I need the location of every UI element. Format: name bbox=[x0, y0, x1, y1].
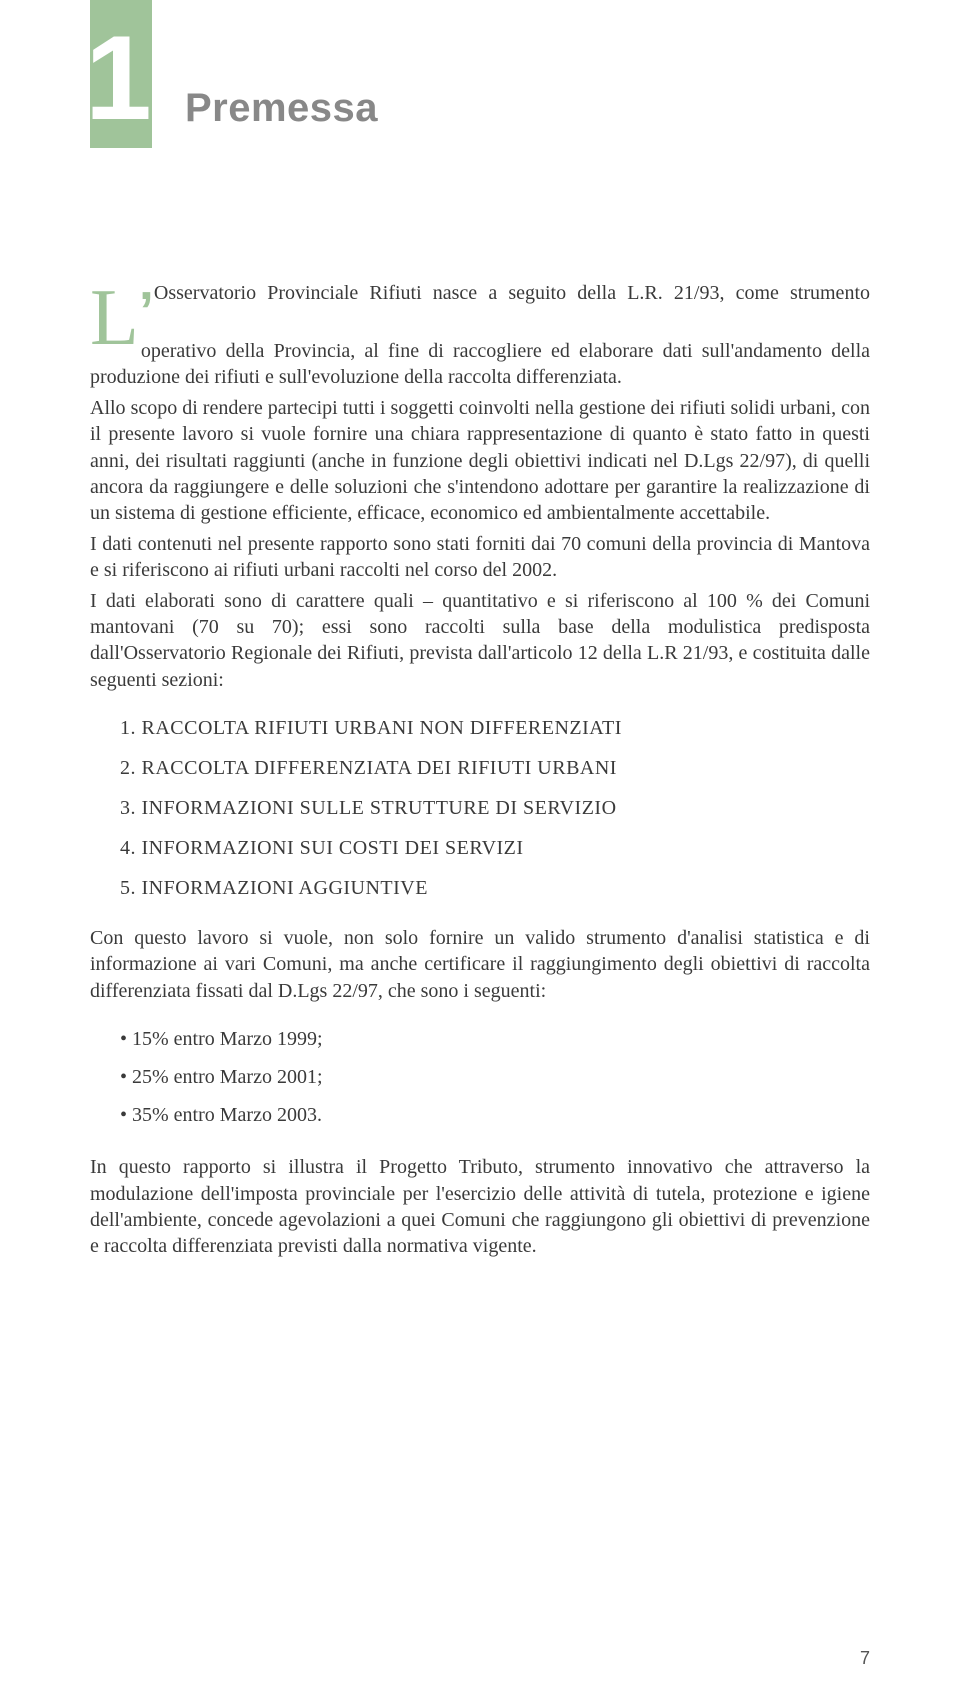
document-page: 1 Premessa L’Osservatorio Provinciale Ri… bbox=[0, 0, 960, 1699]
paragraph-3: I dati contenuti nel presente rapporto s… bbox=[90, 531, 870, 584]
paragraph-1: L’Osservatorio Provinciale Rifiuti nasce… bbox=[90, 280, 870, 391]
section-item-5: 5. INFORMAZIONI AGGIUNTIVE bbox=[120, 871, 870, 905]
chapter-title: Premessa bbox=[185, 86, 378, 131]
section-item-3: 3. INFORMAZIONI SULLE STRUTTURE DI SERVI… bbox=[120, 791, 870, 825]
paragraph-1-text: Osservatorio Provinciale Rifiuti nasce a… bbox=[90, 282, 870, 388]
objectives-intro: Con questo lavoro si vuole, non solo for… bbox=[90, 925, 870, 1004]
section-item-2: 2. RACCOLTA DIFFERENZIATA DEI RIFIUTI UR… bbox=[120, 751, 870, 785]
dropcap-apostrophe: ’ bbox=[139, 284, 154, 338]
closing-paragraph: In questo rapporto si illustra il Proget… bbox=[90, 1154, 870, 1260]
targets-list: 15% entro Marzo 1999; 25% entro Marzo 20… bbox=[120, 1020, 870, 1134]
page-number: 7 bbox=[860, 1648, 870, 1669]
sections-list: 1. RACCOLTA RIFIUTI URBANI NON DIFFERENZ… bbox=[120, 711, 870, 905]
chapter-header: 1 Premessa bbox=[90, 60, 870, 180]
paragraph-4: I dati elaborati sono di carattere quali… bbox=[90, 588, 870, 694]
target-item-2: 25% entro Marzo 2001; bbox=[120, 1058, 870, 1096]
target-item-3: 35% entro Marzo 2003. bbox=[120, 1096, 870, 1134]
paragraph-2: Allo scopo di rendere partecipi tutti i … bbox=[90, 395, 870, 527]
section-item-1: 1. RACCOLTA RIFIUTI URBANI NON DIFFERENZ… bbox=[120, 711, 870, 745]
body-content: L’Osservatorio Provinciale Rifiuti nasce… bbox=[90, 280, 870, 1260]
dropcap-letter: L bbox=[90, 284, 141, 352]
chapter-number: 1 bbox=[85, 18, 152, 138]
section-item-4: 4. INFORMAZIONI SUI COSTI DEI SERVIZI bbox=[120, 831, 870, 865]
target-item-1: 15% entro Marzo 1999; bbox=[120, 1020, 870, 1058]
